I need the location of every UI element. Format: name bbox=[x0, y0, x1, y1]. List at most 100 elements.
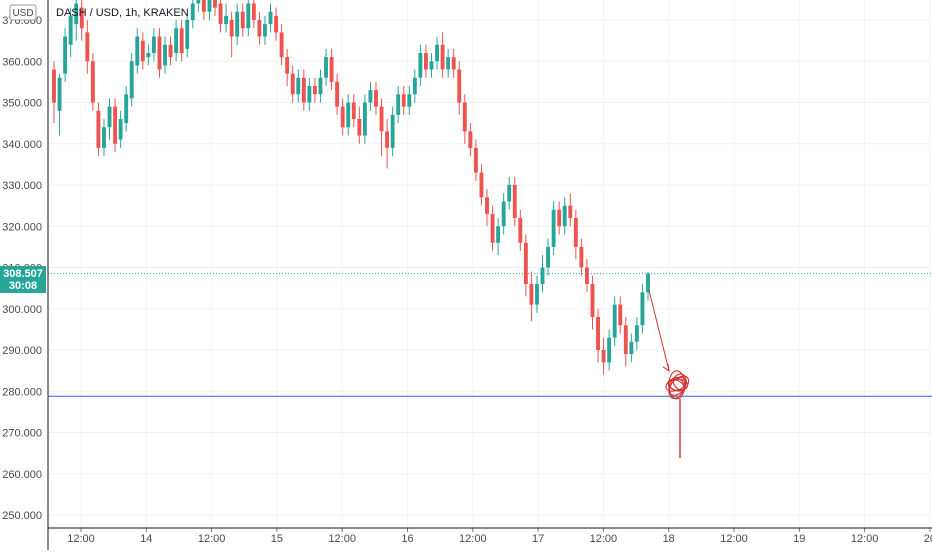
x-tick-label: 12:00 bbox=[198, 533, 226, 545]
candle bbox=[396, 86, 401, 124]
candle bbox=[590, 275, 595, 330]
y-tick-label: 270.000 bbox=[2, 428, 42, 440]
candle-body bbox=[374, 90, 378, 107]
candle bbox=[623, 317, 628, 367]
last-price-value: 308.507 bbox=[3, 268, 43, 280]
candle bbox=[90, 53, 95, 111]
x-axis[interactable]: 12:00 14 12:00 15 12:00 16 12:00 17 12:00 18 12:00… bbox=[48, 527, 932, 545]
candle-body bbox=[429, 61, 434, 70]
candle bbox=[612, 296, 617, 346]
candle-body bbox=[207, 0, 212, 12]
candle bbox=[629, 333, 634, 363]
candle bbox=[362, 94, 367, 144]
candle-body bbox=[540, 267, 545, 284]
candle-body bbox=[518, 218, 523, 243]
y-tick-label: 330.000 bbox=[2, 180, 42, 192]
candle-body bbox=[584, 267, 589, 284]
candle bbox=[335, 73, 340, 115]
x-tick-label: 12:00 bbox=[590, 533, 618, 545]
candle bbox=[584, 259, 589, 293]
candle-body bbox=[340, 106, 345, 128]
candle bbox=[290, 65, 295, 103]
candle bbox=[63, 28, 68, 82]
candle bbox=[129, 53, 134, 107]
candle bbox=[518, 209, 523, 251]
candle bbox=[68, 7, 73, 58]
candle-body bbox=[235, 11, 240, 37]
candle bbox=[240, 3, 245, 37]
candle bbox=[118, 110, 123, 148]
candle bbox=[618, 296, 623, 334]
candle-body bbox=[268, 11, 273, 25]
y-tick-label: 260.000 bbox=[2, 469, 42, 481]
candle bbox=[113, 98, 118, 152]
candle-body bbox=[562, 205, 567, 227]
candle-body bbox=[490, 213, 495, 243]
candle-body bbox=[634, 325, 639, 342]
candle-body bbox=[418, 53, 423, 78]
candle bbox=[185, 11, 190, 58]
scribble-mark[interactable] bbox=[664, 370, 692, 401]
projection-arrow[interactable] bbox=[648, 290, 670, 371]
candle-body bbox=[507, 185, 512, 202]
candle-body bbox=[535, 284, 539, 305]
candle bbox=[407, 86, 412, 115]
candle bbox=[507, 176, 512, 210]
candle bbox=[457, 61, 462, 115]
candle-body bbox=[140, 40, 145, 62]
candle-body bbox=[151, 36, 156, 53]
candle-body bbox=[351, 102, 356, 119]
candle bbox=[646, 271, 650, 301]
candle-body bbox=[401, 94, 406, 107]
candle bbox=[640, 284, 645, 334]
y-tick-label: 290.000 bbox=[2, 345, 42, 357]
candle-body bbox=[85, 32, 90, 62]
candle-body bbox=[74, 3, 79, 25]
candle bbox=[607, 329, 612, 371]
scribble-stroke bbox=[672, 377, 686, 391]
candle bbox=[235, 3, 240, 45]
y-tick-label: 300.000 bbox=[2, 304, 42, 316]
candle bbox=[440, 32, 445, 78]
candle-body bbox=[557, 209, 562, 227]
candle-body bbox=[573, 218, 578, 247]
candle bbox=[140, 32, 145, 70]
candle-body bbox=[479, 172, 484, 198]
candle bbox=[424, 44, 428, 78]
candle-body bbox=[329, 57, 334, 82]
candle-body bbox=[368, 90, 373, 103]
candle bbox=[568, 193, 573, 227]
candle-body bbox=[629, 341, 634, 355]
currency-badge[interactable] bbox=[9, 4, 37, 21]
x-tick-label: 12:00 bbox=[720, 533, 748, 545]
candle bbox=[579, 238, 584, 276]
candle bbox=[312, 77, 317, 103]
candle bbox=[573, 209, 578, 260]
candle-body bbox=[163, 44, 167, 66]
candle-body bbox=[257, 20, 262, 37]
candle-body bbox=[362, 102, 367, 136]
candle bbox=[490, 205, 495, 251]
candle-body bbox=[440, 44, 445, 70]
candle bbox=[146, 44, 151, 66]
candle-body bbox=[129, 61, 134, 99]
x-tick-label: 12:00 bbox=[851, 533, 879, 545]
y-axis[interactable]: 370.000360.000350.000340.000330.000320.0… bbox=[2, 0, 49, 550]
candle-body bbox=[229, 20, 234, 37]
candle-body bbox=[318, 77, 323, 95]
last-price-badge: 308.507 30:08 bbox=[0, 266, 46, 293]
candle-body bbox=[379, 106, 384, 132]
candle bbox=[462, 94, 467, 144]
candle-body bbox=[324, 57, 328, 78]
candle bbox=[346, 94, 351, 136]
candle-body bbox=[174, 28, 179, 53]
candle-body bbox=[246, 3, 251, 29]
candle-body bbox=[224, 15, 229, 25]
x-tick-label: 12:00 bbox=[67, 533, 95, 545]
candle bbox=[224, 3, 229, 33]
candle bbox=[429, 53, 434, 78]
candle bbox=[246, 0, 251, 37]
x-tick-label: 20 bbox=[924, 533, 932, 545]
candle bbox=[374, 81, 378, 115]
